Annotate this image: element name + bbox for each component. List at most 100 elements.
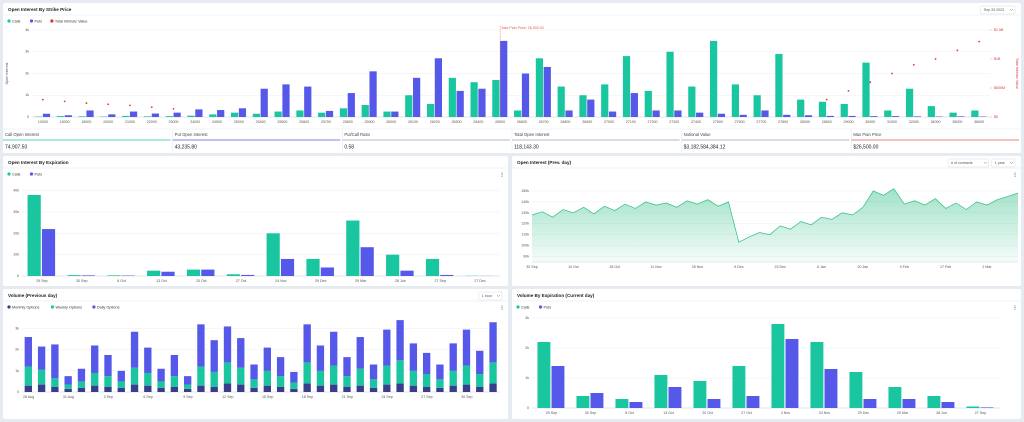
bar <box>543 66 551 117</box>
y-tick-label: 150k <box>521 189 529 193</box>
menu-dot[interactable] <box>1014 305 1016 307</box>
dropdown[interactable] <box>478 291 503 301</box>
x-tick-label: 36000 <box>974 120 984 124</box>
y-tick-label: 1k <box>15 369 19 373</box>
bar <box>436 387 444 392</box>
y-tick-label: 3k <box>525 316 529 320</box>
bar <box>775 53 783 117</box>
menu-dot[interactable] <box>1014 172 1016 174</box>
dropdown-label[interactable]: 1 hour <box>482 294 493 298</box>
bar <box>64 384 72 389</box>
dropdown-label[interactable]: 1 year <box>995 161 1006 165</box>
menu-dot[interactable] <box>501 172 503 174</box>
x-tick-label: 6 Oct <box>625 411 634 415</box>
legend-swatch <box>538 305 543 309</box>
bar <box>209 114 217 117</box>
point <box>891 72 893 75</box>
bar <box>396 360 404 384</box>
x-tick-label: 27700 <box>756 120 766 124</box>
x-tick-label: 25800 <box>343 120 353 124</box>
bar <box>304 86 312 117</box>
bar <box>913 116 922 117</box>
bar <box>630 93 638 117</box>
bar <box>290 382 298 389</box>
point <box>41 98 44 101</box>
x-tick-label: 32000 <box>909 120 919 124</box>
x-tick-label: 30 Sep <box>526 265 537 269</box>
y-tick-label: 10k <box>13 253 19 257</box>
bar <box>24 385 32 392</box>
bar <box>356 337 364 369</box>
bar <box>64 376 72 385</box>
bar <box>104 386 112 392</box>
legend-label: Total Intrinsic Value <box>55 19 88 23</box>
dropdown[interactable] <box>991 158 1016 168</box>
menu-dot[interactable] <box>1014 307 1016 309</box>
legend-swatch <box>50 19 54 23</box>
x-tick-label: 29 Mar <box>355 279 367 283</box>
bar <box>51 344 59 379</box>
bar <box>870 116 878 117</box>
bar <box>810 342 824 408</box>
bar <box>107 275 121 276</box>
bar <box>303 324 311 363</box>
bar <box>144 347 152 373</box>
dropdown[interactable] <box>980 5 1016 15</box>
x-tick-label: 30000 <box>865 120 875 124</box>
panel <box>3 289 508 419</box>
dropdown-label[interactable]: Sep 29 2023 <box>984 8 1004 12</box>
bar <box>78 116 86 117</box>
bar <box>330 365 338 385</box>
x-tick-label: 27 Sep <box>421 395 432 399</box>
bar <box>557 86 565 117</box>
menu-dot[interactable] <box>1014 174 1016 176</box>
bar <box>383 329 391 366</box>
bar <box>27 194 41 276</box>
bar <box>652 110 660 117</box>
dropdown[interactable] <box>947 158 990 168</box>
y-tick-label: 3k <box>25 50 29 54</box>
menu-dot[interactable] <box>501 308 503 310</box>
bar <box>731 84 739 117</box>
x-tick-label: 26500 <box>495 120 505 124</box>
bar <box>369 379 378 388</box>
x-tick-label: 27 Oct <box>236 279 247 283</box>
menu-dot[interactable] <box>501 307 503 309</box>
bar <box>276 357 285 377</box>
bar <box>478 88 486 117</box>
menu-dot[interactable] <box>501 174 503 176</box>
bar <box>957 116 965 117</box>
point <box>150 106 153 109</box>
bar <box>241 274 255 276</box>
x-tick-label: 29 Dec <box>315 279 327 283</box>
menu-dot[interactable] <box>1014 175 1016 177</box>
bar <box>369 71 377 117</box>
y-tick-label: 100k <box>521 244 529 248</box>
menu-dot[interactable] <box>501 305 503 307</box>
bar <box>980 407 994 408</box>
bar <box>117 387 125 392</box>
legend-swatch <box>7 305 11 309</box>
x-tick-label: 20 Oct <box>702 411 713 415</box>
x-tick-label: 27200 <box>648 120 658 124</box>
x-tick-label: 17 Feb <box>940 265 951 269</box>
bar <box>330 384 338 392</box>
y-tick-label: 30k <box>13 210 19 214</box>
bar <box>187 115 195 117</box>
bar <box>122 115 130 117</box>
bar <box>151 113 159 117</box>
y-tick-label: 2k <box>15 348 19 352</box>
x-tick-label: 29 Sep <box>546 411 557 415</box>
menu-dot[interactable] <box>501 175 503 177</box>
dropdown-label[interactable]: # of contracts <box>951 161 973 165</box>
bar <box>318 112 326 117</box>
legend-swatch <box>516 305 520 309</box>
x-tick-label: 23 Dec <box>774 265 786 269</box>
menu-dot[interactable] <box>1014 308 1016 310</box>
x-tick-label: 27600 <box>735 120 745 124</box>
bar <box>383 365 391 385</box>
bar <box>64 388 72 392</box>
bar <box>666 51 674 117</box>
x-tick-label: 11 Nov <box>651 265 662 269</box>
